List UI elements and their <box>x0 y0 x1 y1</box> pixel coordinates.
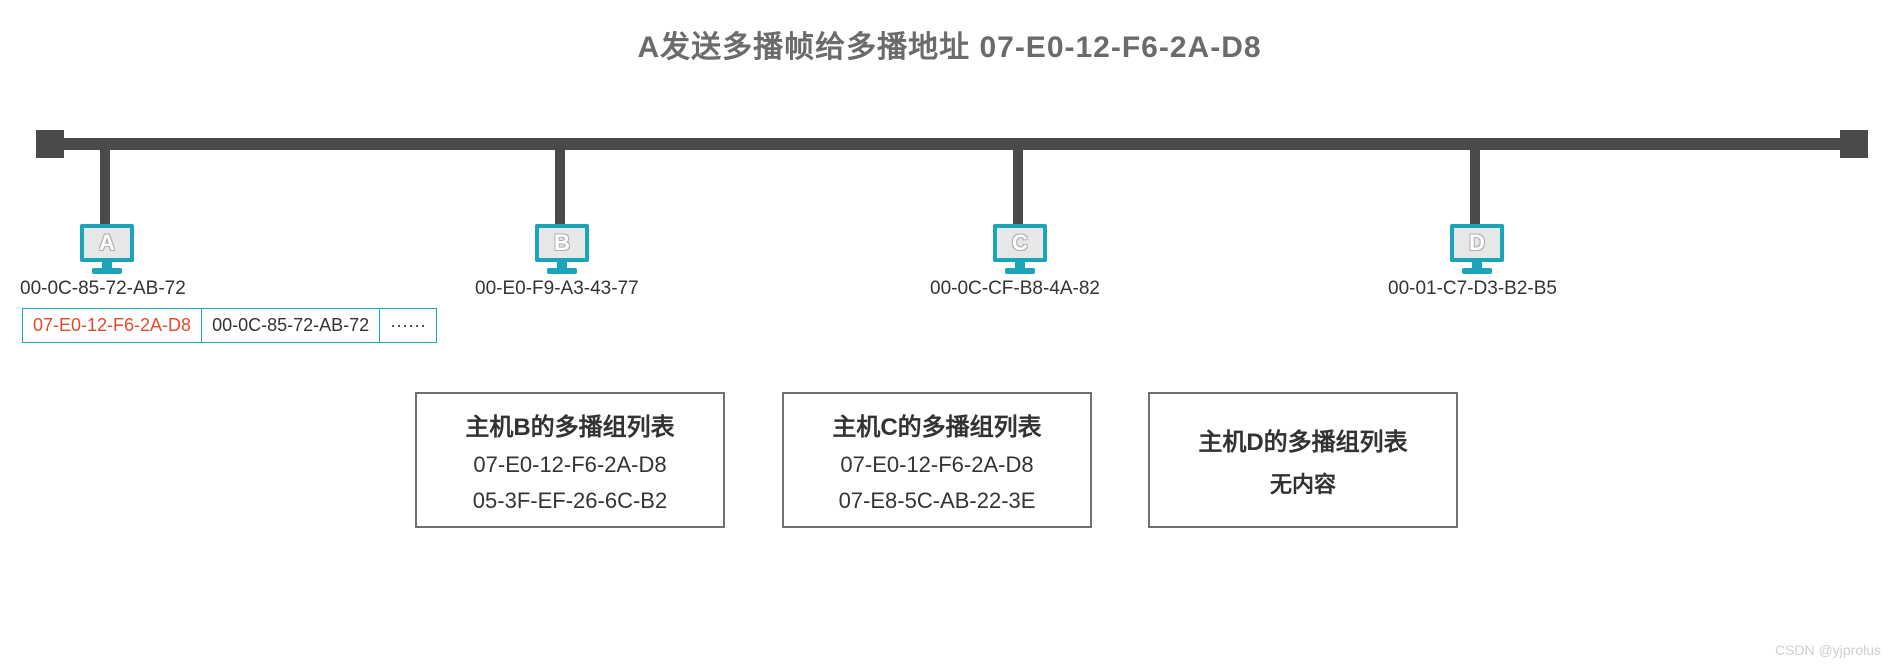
frame-cell-0: 07-E0-12-F6-2A-D8 <box>23 309 202 342</box>
pc-stand-base <box>547 268 577 274</box>
pc-stand-base <box>1005 268 1035 274</box>
host-B-pc: B <box>535 224 589 274</box>
pc-screen: D <box>1450 224 1504 262</box>
host-C-mac: 00-0C-CF-B8-4A-82 <box>930 278 1100 300</box>
frame-cell-2: ······ <box>380 309 436 342</box>
host-A-mac: 00-0C-85-72-AB-72 <box>20 278 186 300</box>
drop-line-B <box>555 150 565 226</box>
diagram-title: A发送多播帧给多播地址 07-E0-12-F6-2A-D8 <box>0 22 1899 66</box>
frame-cell-1: 00-0C-85-72-AB-72 <box>202 309 380 342</box>
list-item: 05-3F-EF-26-6C-B2 <box>439 488 701 514</box>
bus-bar <box>46 138 1858 150</box>
watermark: CSDN @yjprolus <box>1775 642 1881 658</box>
host-B-mac: 00-E0-F9-A3-43-77 <box>475 278 639 300</box>
pc-stand-base <box>1462 268 1492 274</box>
host-C-pc: C <box>993 224 1047 274</box>
host-D-mac: 00-01-C7-D3-B2-B5 <box>1388 278 1557 300</box>
drop-line-C <box>1013 150 1023 226</box>
list-item: 07-E0-12-F6-2A-D8 <box>439 452 701 478</box>
list-item: 无内容 <box>1172 467 1434 499</box>
list-title: 主机B的多播组列表 <box>439 407 701 442</box>
drop-line-D <box>1470 150 1480 226</box>
list-title: 主机C的多播组列表 <box>806 407 1068 442</box>
drop-line-A <box>100 150 110 226</box>
bus-end-right <box>1840 130 1868 158</box>
pc-screen: A <box>80 224 134 262</box>
pc-screen: C <box>993 224 1047 262</box>
multicast-list-box-0: 主机B的多播组列表 07-E0-12-F6-2A-D8 05-3F-EF-26-6C… <box>415 392 725 528</box>
multicast-frame: 07-E0-12-F6-2A-D800-0C-85-72-AB-72······ <box>22 308 437 343</box>
bus-end-left <box>36 130 64 158</box>
pc-screen: B <box>535 224 589 262</box>
multicast-list-box-1: 主机C的多播组列表 07-E0-12-F6-2A-D8 07-E8-5C-AB-22… <box>782 392 1092 528</box>
multicast-list-box-2: 主机D的多播组列表无内容 <box>1148 392 1458 528</box>
host-A-pc: A <box>80 224 134 274</box>
list-title: 主机D的多播组列表 <box>1172 422 1434 457</box>
host-D-pc: D <box>1450 224 1504 274</box>
list-item: 07-E0-12-F6-2A-D8 <box>806 452 1068 478</box>
pc-stand-base <box>92 268 122 274</box>
list-item: 07-E8-5C-AB-22-3E <box>806 488 1068 514</box>
